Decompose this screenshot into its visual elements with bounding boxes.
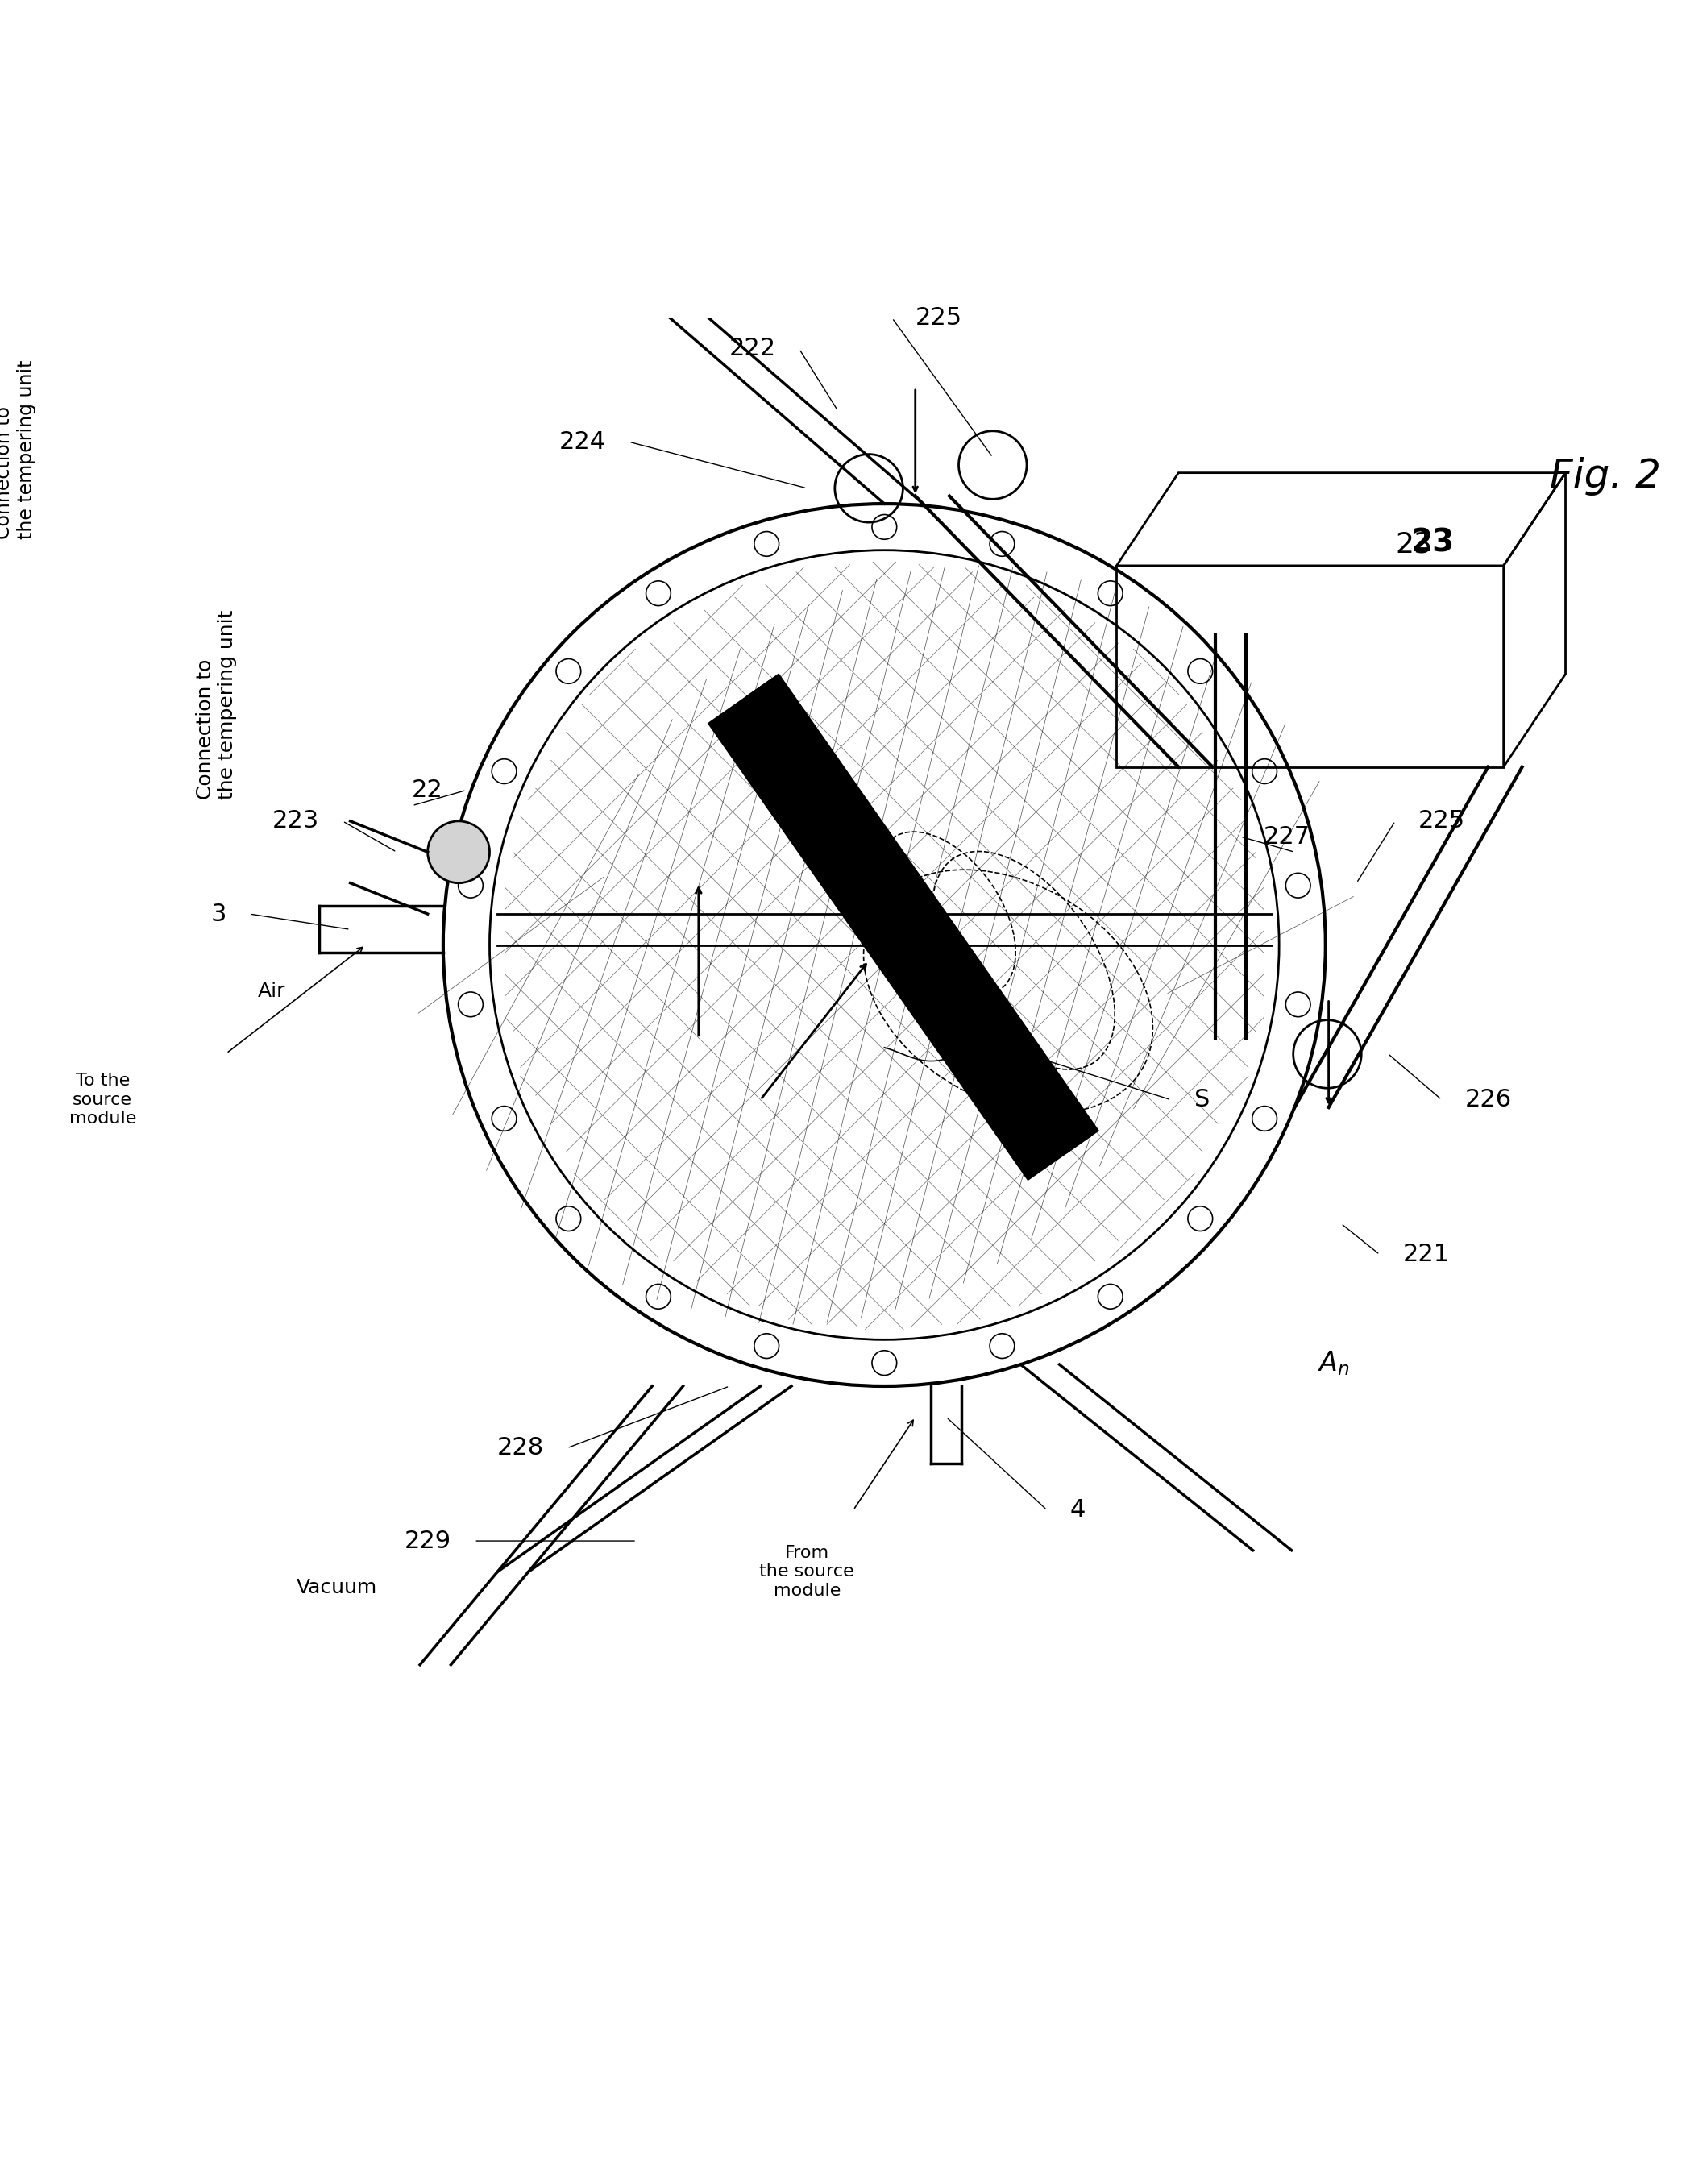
Text: 23: 23 [1396, 531, 1433, 557]
Text: 227: 227 [1264, 826, 1310, 847]
Text: From
the source
module: From the source module [759, 1544, 855, 1599]
Text: 228: 228 [497, 1437, 544, 1459]
Text: $A_n$: $A_n$ [1318, 1350, 1350, 1376]
Text: 226: 226 [1465, 1088, 1513, 1112]
Text: 225: 225 [916, 306, 962, 330]
Text: 223: 223 [272, 810, 319, 832]
Text: Connection to
the tempering unit: Connection to the tempering unit [0, 360, 35, 539]
Text: To the
source
module: To the source module [69, 1072, 137, 1127]
Text: 221: 221 [1403, 1243, 1450, 1267]
Text: 229: 229 [404, 1529, 451, 1553]
Circle shape [428, 821, 490, 882]
Text: Fig. 2: Fig. 2 [1550, 456, 1661, 496]
Text: 3: 3 [211, 902, 226, 926]
Text: Air: Air [257, 981, 286, 1000]
Text: Connection to
the tempering unit: Connection to the tempering unit [196, 609, 237, 799]
Text: 4: 4 [1070, 1498, 1085, 1522]
Text: 23: 23 [1411, 526, 1455, 557]
Polygon shape [747, 675, 1099, 1153]
Text: 22: 22 [412, 778, 443, 802]
Text: 222: 222 [728, 336, 776, 360]
Text: Vacuum: Vacuum [296, 1577, 377, 1597]
Text: S: S [1193, 1088, 1210, 1112]
Text: 225: 225 [1418, 810, 1465, 832]
Polygon shape [708, 679, 1092, 1179]
Text: 224: 224 [559, 430, 605, 454]
